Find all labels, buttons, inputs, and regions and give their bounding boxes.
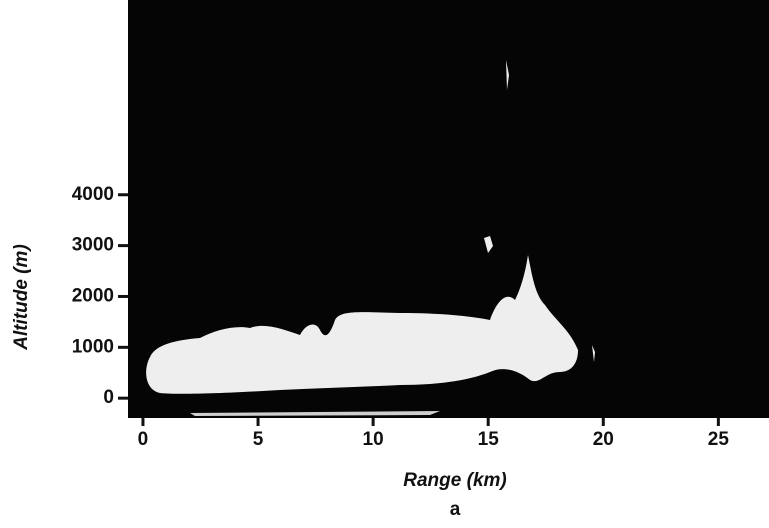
y-tick-label: 4000 — [72, 184, 114, 205]
x-tick-label: 5 — [253, 429, 264, 450]
y-tick-label: 2000 — [72, 285, 114, 306]
caption: a — [450, 499, 461, 520]
y-tick-label: 0 — [103, 387, 114, 408]
y-axis-label: Altitude (m) — [11, 244, 32, 351]
y-tick-label: 3000 — [72, 235, 114, 256]
backscatter-image — [146, 60, 595, 394]
y-tick-label: 1000 — [72, 336, 114, 357]
ground-return — [190, 411, 440, 416]
x-tick-label: 20 — [593, 429, 614, 450]
x-tick-label: 10 — [363, 429, 384, 450]
x-axis-label: Range (km) — [403, 470, 506, 491]
x-tick-label: 0 — [138, 429, 149, 450]
x-tick-label: 25 — [708, 429, 730, 450]
x-tick-label: 15 — [478, 429, 500, 450]
